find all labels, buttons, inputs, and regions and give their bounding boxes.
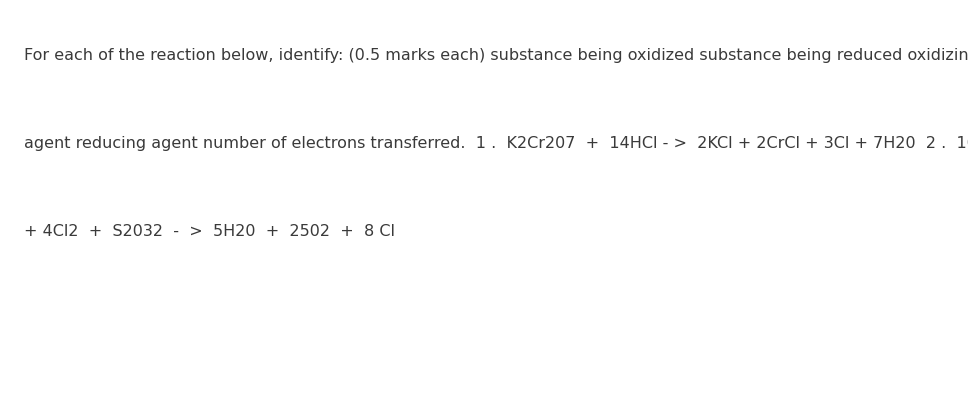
Text: For each of the reaction below, identify: (0.5 marks each) substance being oxidi: For each of the reaction below, identify… xyxy=(24,48,968,63)
Text: + 4Cl2  +  S2032  -  >  5H20  +  2502  +  8 Cl: + 4Cl2 + S2032 - > 5H20 + 2502 + 8 Cl xyxy=(24,224,395,239)
Text: agent reducing agent number of electrons transferred.  1 .  K2Cr207  +  14HCl - : agent reducing agent number of electrons… xyxy=(24,136,968,151)
